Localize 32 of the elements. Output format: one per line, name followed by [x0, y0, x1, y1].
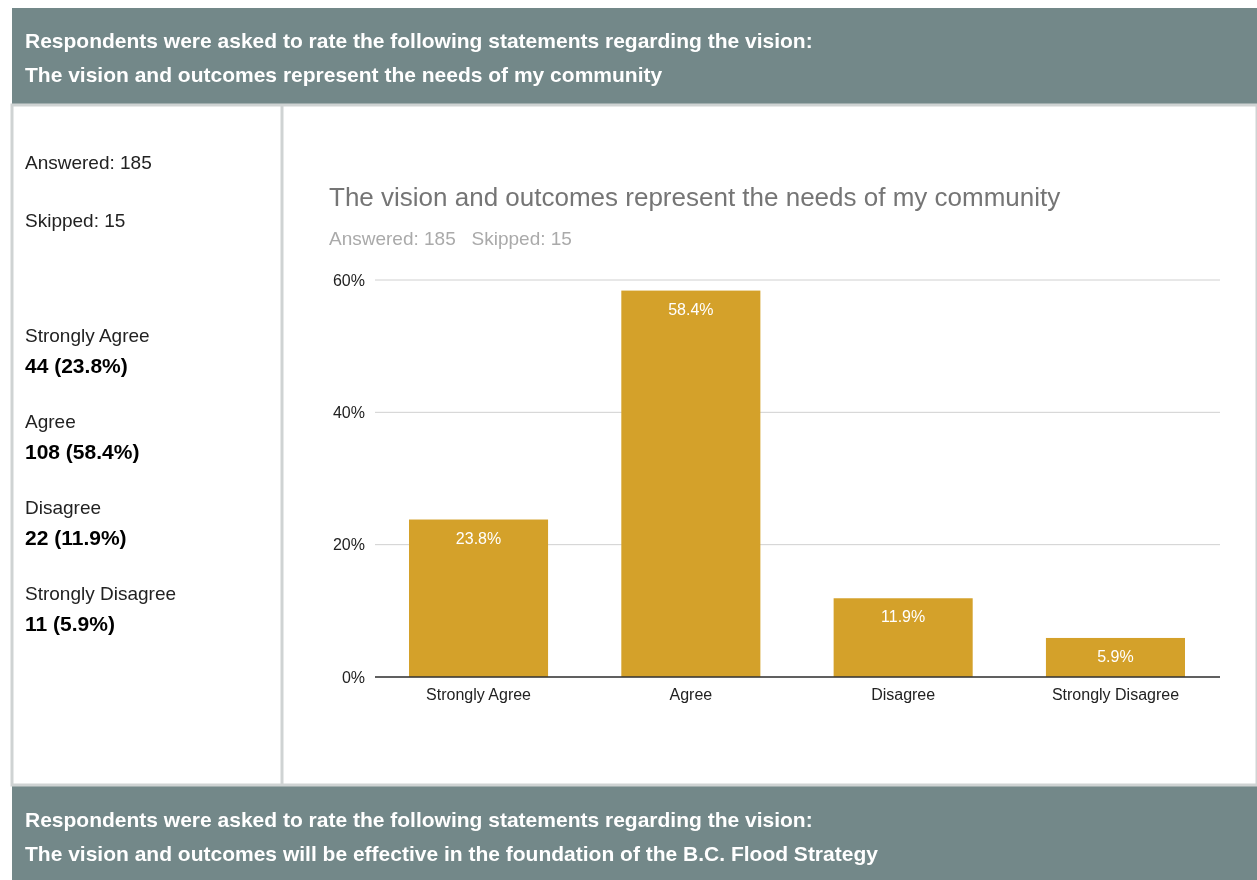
text: 44 (23.8%) — [25, 354, 128, 377]
data-label: 23.8% — [455, 529, 502, 547]
text: 11 (5.9%) — [25, 612, 115, 635]
bar — [1045, 637, 1185, 677]
text: Agree — [25, 411, 76, 432]
y-tick-label: 60% — [332, 271, 365, 289]
y-tick-label: 0% — [341, 668, 365, 686]
text: Strongly Agree — [25, 325, 150, 346]
chart-title: The vision and outcomes represent the needs of my community — [329, 182, 1061, 212]
data-label: 11.9% — [881, 608, 926, 626]
text: Disagree — [25, 497, 102, 518]
y-tick-label: 40% — [332, 403, 365, 421]
x-tick-label: Agree — [669, 686, 713, 704]
x-tick-label: Disagree — [871, 686, 936, 704]
data-label: 58.4% — [668, 300, 714, 318]
text: The vision and outcomes will be effective in the foundation of the B.C. Flood Strategy — [25, 842, 879, 865]
text: Skipped: 15 — [25, 210, 126, 231]
bar — [621, 290, 761, 677]
text: Respondents were asked to rate the following statements regarding the vision: — [25, 808, 813, 831]
text: 108 (58.4%) — [25, 440, 140, 463]
data-label: 5.9% — [1097, 647, 1134, 665]
bar — [409, 519, 549, 677]
text: The vision and outcomes represent the needs of my community — [25, 63, 663, 86]
bar — [833, 598, 973, 677]
text: Answered: 185 — [25, 152, 152, 173]
x-tick-label: Strongly Disagree — [1051, 686, 1180, 704]
y-tick-label: 20% — [332, 536, 365, 554]
text: 22 (11.9%) — [25, 526, 127, 549]
chart-subtitle: Answered: 185 Skipped: 15 — [329, 228, 572, 249]
text: Strongly Disagree — [25, 583, 177, 604]
x-tick-label: Strongly Agree — [426, 686, 532, 704]
text: Respondents were asked to rate the following statements regarding the vision: — [25, 29, 813, 52]
